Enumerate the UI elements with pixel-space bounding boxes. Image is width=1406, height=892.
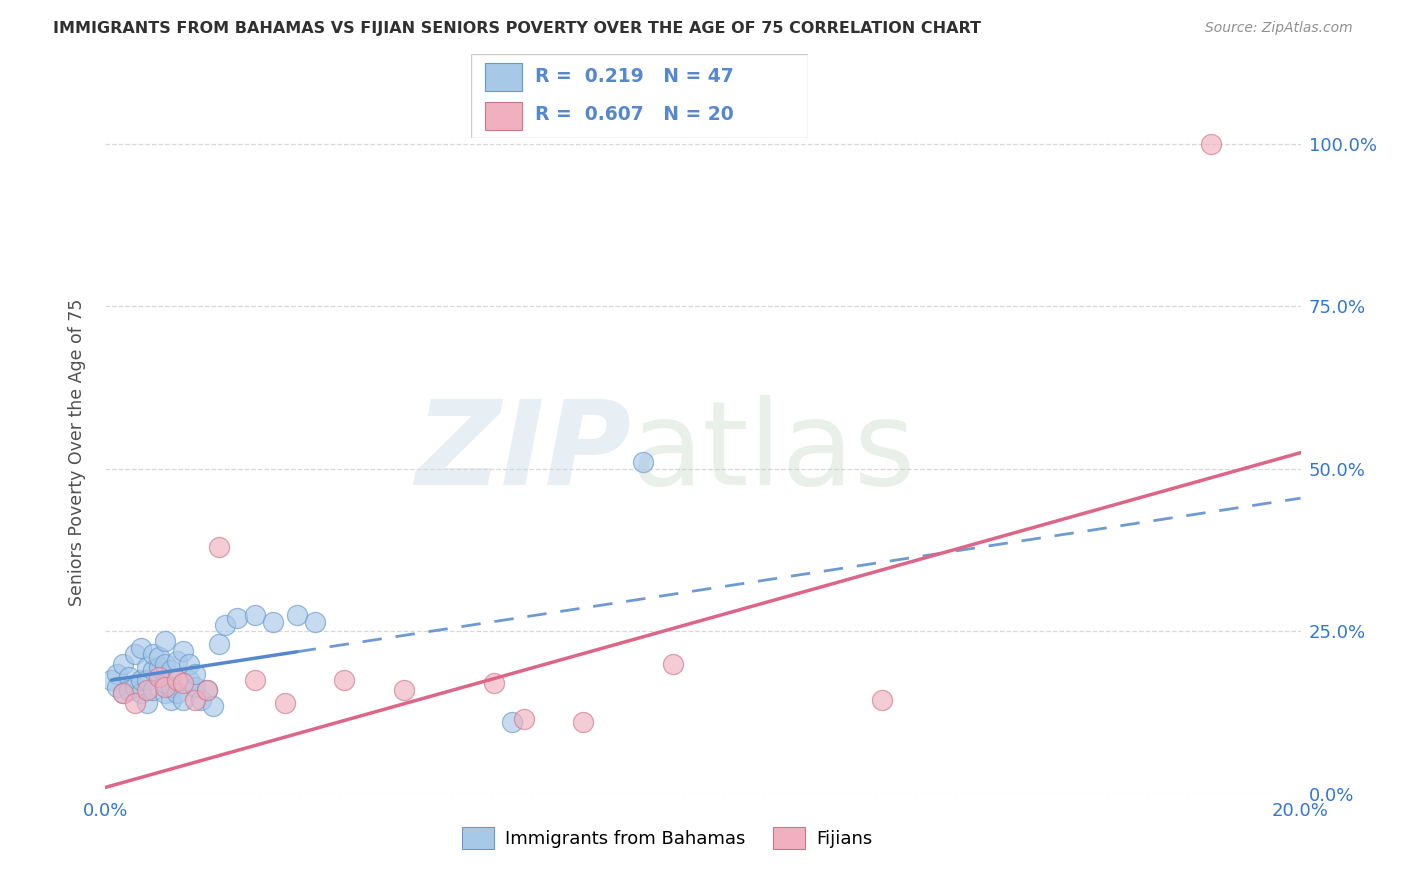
Point — [160, 692, 183, 706]
Point — [202, 699, 225, 714]
Point — [1199, 136, 1222, 151]
Text: R =  0.219   N = 47: R = 0.219 N = 47 — [536, 67, 734, 87]
Legend: Immigrants from Bahamas, Fijians: Immigrants from Bahamas, Fijians — [454, 820, 880, 856]
Point — [172, 644, 194, 658]
FancyBboxPatch shape — [471, 54, 808, 138]
Point — [172, 692, 194, 706]
Point — [214, 618, 236, 632]
Point — [155, 657, 177, 671]
Point — [155, 676, 177, 690]
Point — [662, 657, 685, 671]
Point — [155, 634, 177, 648]
Point — [177, 657, 201, 671]
Point — [572, 715, 595, 730]
Point — [172, 676, 194, 690]
Point — [112, 686, 135, 700]
Point — [118, 682, 141, 697]
Point — [394, 682, 416, 697]
Text: Source: ZipAtlas.com: Source: ZipAtlas.com — [1205, 21, 1353, 36]
Point — [148, 670, 170, 684]
Point — [166, 673, 188, 688]
Point — [225, 611, 249, 625]
Point — [124, 647, 146, 661]
Point — [100, 673, 122, 688]
Text: atlas: atlas — [631, 395, 917, 510]
Point — [148, 650, 170, 665]
Point — [155, 686, 177, 700]
Point — [160, 680, 183, 694]
Point — [184, 680, 207, 694]
Point — [160, 664, 183, 678]
Point — [142, 664, 165, 678]
Point — [190, 692, 212, 706]
Point — [243, 673, 266, 688]
Text: R =  0.607   N = 20: R = 0.607 N = 20 — [536, 105, 734, 125]
Point — [208, 540, 231, 554]
Point — [129, 640, 153, 655]
Text: ZIP: ZIP — [415, 395, 631, 510]
Point — [112, 657, 135, 671]
Point — [148, 660, 170, 674]
Point — [142, 647, 165, 661]
Point — [136, 673, 159, 688]
Point — [482, 676, 505, 690]
Point — [243, 608, 266, 623]
Point — [136, 660, 159, 674]
Point — [118, 670, 141, 684]
Point — [166, 654, 188, 668]
Point — [166, 686, 188, 700]
Point — [129, 673, 153, 688]
Point — [177, 673, 201, 688]
Point — [304, 615, 326, 629]
Y-axis label: Seniors Poverty Over the Age of 75: Seniors Poverty Over the Age of 75 — [67, 299, 86, 607]
Text: IMMIGRANTS FROM BAHAMAS VS FIJIAN SENIORS POVERTY OVER THE AGE OF 75 CORRELATION: IMMIGRANTS FROM BAHAMAS VS FIJIAN SENIOR… — [53, 21, 981, 37]
Point — [208, 637, 231, 651]
Point — [129, 686, 153, 700]
Point — [633, 455, 655, 469]
Point — [333, 673, 356, 688]
Point — [136, 696, 159, 710]
Point — [513, 712, 536, 726]
Point — [112, 686, 135, 700]
Point — [872, 692, 894, 706]
Point — [184, 692, 207, 706]
Point — [184, 666, 207, 681]
Point — [262, 615, 284, 629]
FancyBboxPatch shape — [485, 102, 522, 130]
Point — [155, 680, 177, 694]
Point — [195, 682, 218, 697]
Point — [107, 680, 129, 694]
Point — [124, 696, 146, 710]
Point — [285, 608, 308, 623]
Point — [124, 680, 146, 694]
Point — [107, 666, 129, 681]
Point — [142, 682, 165, 697]
Point — [195, 682, 218, 697]
Point — [136, 682, 159, 697]
Point — [273, 696, 295, 710]
FancyBboxPatch shape — [485, 62, 522, 91]
Point — [501, 715, 523, 730]
